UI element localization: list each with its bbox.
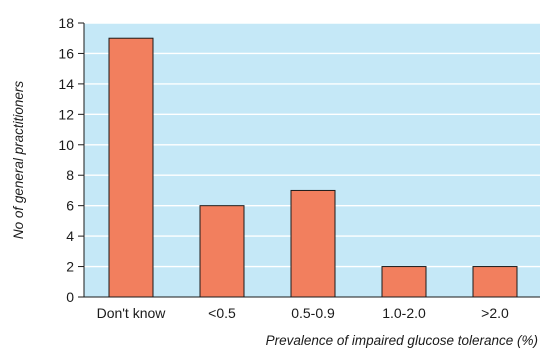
y-tick-label: 12 (58, 106, 74, 122)
y-tick-label: 8 (66, 167, 74, 183)
x-tick-label: Don't know (97, 305, 167, 321)
x-tick-label: 1.0-2.0 (382, 305, 426, 321)
x-tick-label: >2.0 (481, 305, 509, 321)
y-tick-label: 6 (66, 198, 74, 214)
bar (199, 205, 245, 298)
x-tick-labels: Don't know <0.5 0.5-0.9 1.0-2.0 >2.0 (97, 305, 509, 321)
bars (108, 37, 518, 298)
bar (108, 37, 154, 298)
y-tick-label: 0 (66, 289, 74, 305)
y-tick-label: 16 (58, 45, 74, 61)
y-tick-label: 4 (66, 228, 74, 244)
x-tick-label: <0.5 (208, 305, 236, 321)
y-tick-labels: 0 2 4 6 8 10 12 14 16 18 (58, 15, 84, 305)
y-tick-label: 10 (58, 137, 74, 153)
x-tick-label: 0.5-0.9 (291, 305, 335, 321)
bar (381, 266, 427, 298)
x-axis-label: Prevalence of impaired glucose tolerance… (266, 333, 538, 348)
y-tick-label: 18 (58, 15, 74, 31)
y-axis-label: No of general practitioners (11, 81, 26, 240)
bar (290, 189, 336, 298)
y-tick-label: 2 (66, 259, 74, 275)
y-tick-label: 14 (58, 76, 74, 92)
bar (472, 266, 518, 298)
